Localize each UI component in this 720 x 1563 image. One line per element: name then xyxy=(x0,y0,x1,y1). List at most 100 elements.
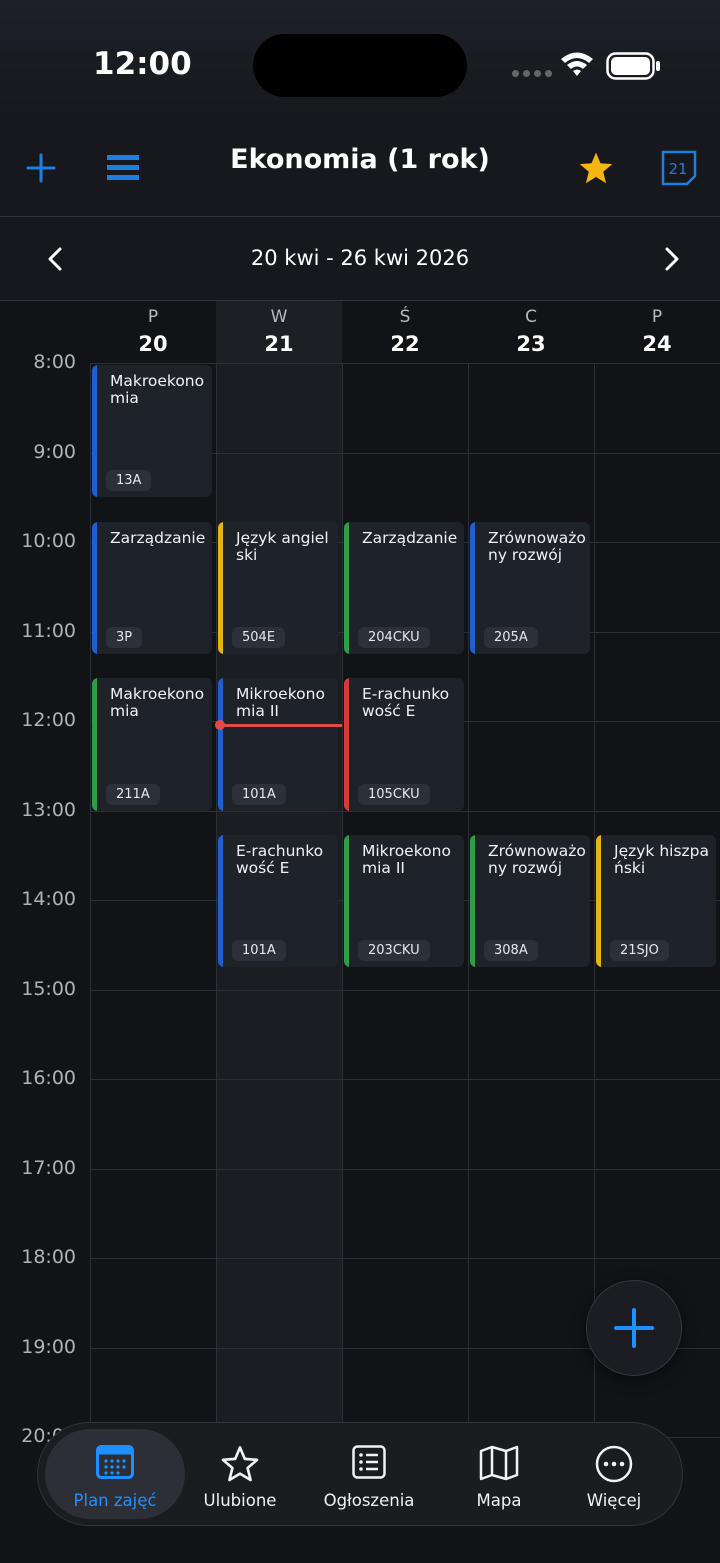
event-name: E-rachunkowość E xyxy=(236,841,324,877)
day-header[interactable]: P 24 xyxy=(594,301,720,363)
list-view-button[interactable] xyxy=(95,140,151,196)
hour-label: 15:00 xyxy=(21,977,76,1000)
day-number: 22 xyxy=(390,332,420,356)
event-name: Zarządzanie xyxy=(110,528,206,547)
class-event[interactable]: Mikroekonomia II 101A xyxy=(218,678,338,811)
class-event[interactable]: Mikroekonomia II 203CKU xyxy=(344,834,464,968)
grid-column-line xyxy=(468,363,469,1423)
event-room-badge: 101A xyxy=(232,940,286,962)
today-button[interactable]: 21 xyxy=(651,140,707,196)
day-header-today[interactable]: W 21 xyxy=(216,301,342,363)
next-week-button[interactable] xyxy=(652,239,692,279)
calendar-today-icon: 21 xyxy=(661,150,697,186)
hour-label: 13:00 xyxy=(21,798,76,821)
grid-hour-line xyxy=(90,363,720,364)
hour-label: 19:00 xyxy=(21,1335,76,1358)
event-name: E-rachunkowość E xyxy=(362,685,450,721)
more-icon xyxy=(595,1445,633,1483)
day-letter: W xyxy=(270,307,288,327)
event-room-badge: 13A xyxy=(106,470,152,492)
wifi-icon xyxy=(561,52,593,76)
hour-label: 9:00 xyxy=(33,440,76,463)
grid-hour-line xyxy=(90,1258,720,1259)
current-time-line xyxy=(221,724,342,728)
add-button[interactable] xyxy=(13,140,69,196)
tab-label: Mapa xyxy=(476,1491,522,1510)
day-letter: P xyxy=(651,307,663,327)
schedule-grid[interactable]: 8:00 9:00 10:00 11:00 12:00 13:00 14:00 15:00 16… xyxy=(0,351,720,1447)
event-room-badge: 205A xyxy=(484,626,538,648)
grid-column-line xyxy=(342,363,343,1423)
event-color-bar xyxy=(92,365,97,498)
day-header[interactable]: C 23 xyxy=(468,301,594,363)
grid-hour-line xyxy=(90,452,720,454)
event-name: Język hiszpański xyxy=(614,841,709,877)
day-letter: P xyxy=(147,307,159,327)
event-room-badge: 203CKU xyxy=(358,940,430,962)
tab-ulubione[interactable]: Ulubione xyxy=(170,1429,310,1519)
tab-label: Więcej xyxy=(586,1491,642,1510)
star-outline-icon xyxy=(221,1446,259,1482)
tab-ogloszenia[interactable]: Ogłoszenia xyxy=(299,1429,439,1519)
plus-icon xyxy=(614,1308,654,1348)
prev-week-button[interactable] xyxy=(35,239,75,279)
event-room-badge: 105CKU xyxy=(358,783,430,805)
hour-label: 8:00 xyxy=(33,351,76,373)
class-event[interactable]: Zarządzanie 3P xyxy=(92,521,212,654)
app-header: Ekonomia (1 rok) 21 xyxy=(0,120,720,217)
class-event[interactable]: Język hiszpański 21SJO xyxy=(596,834,716,968)
page-title: Ekonomia (1 rok) xyxy=(230,144,490,175)
event-room-badge: 21SJO xyxy=(610,940,669,962)
tab-wiecej[interactable]: Więcej xyxy=(544,1429,684,1519)
event-color-bar xyxy=(344,678,349,811)
hour-label: 11:00 xyxy=(21,619,76,642)
list-icon xyxy=(352,1445,386,1479)
event-name: Zrównoważony rozwój xyxy=(488,528,586,564)
tab-label: Plan zajęć xyxy=(73,1491,157,1510)
event-color-bar xyxy=(344,521,349,654)
list-bars-icon xyxy=(107,155,139,180)
add-event-fab[interactable] xyxy=(586,1280,682,1376)
event-name: Makroekonomia xyxy=(110,685,205,721)
event-color-bar xyxy=(470,521,475,654)
star-icon xyxy=(579,152,613,184)
event-room-badge: 3P xyxy=(106,626,143,648)
hour-label: 14:00 xyxy=(21,888,76,910)
event-name: Mikroekonomia II xyxy=(362,841,451,877)
class-event[interactable]: E-rachunkowość E 101A xyxy=(218,834,338,968)
grid-column-line xyxy=(90,363,91,1423)
class-event[interactable]: Język angielski 504E xyxy=(218,521,338,654)
tab-mapa[interactable]: Mapa xyxy=(429,1429,569,1519)
event-name: Zarządzanie xyxy=(362,528,458,547)
hour-label: 16:00 xyxy=(21,1067,76,1089)
event-room-badge: 211A xyxy=(106,783,160,805)
grid-hour-line xyxy=(90,1347,720,1349)
class-event[interactable]: Zarządzanie 204CKU xyxy=(344,521,464,654)
grid-column-line xyxy=(216,363,217,1423)
tab-plan-zajec[interactable]: Plan zajęć xyxy=(45,1429,185,1519)
grid-hour-line xyxy=(90,1168,720,1170)
calendar-icon xyxy=(96,1445,134,1479)
grid-hour-line xyxy=(90,1079,720,1080)
day-header[interactable]: P 20 xyxy=(90,301,216,363)
class-event[interactable]: Zrównoważony rozwój 308A xyxy=(470,834,590,968)
week-navigator: 20 kwi - 26 kwi 2026 xyxy=(0,217,720,301)
day-number: 20 xyxy=(138,332,168,356)
hour-label: 17:00 xyxy=(21,1156,76,1179)
current-time-dot xyxy=(215,720,225,731)
class-event[interactable]: Zrównoważony rozwój 205A xyxy=(470,521,590,654)
class-event[interactable]: Makroekonomia 13A xyxy=(92,365,212,498)
grid-hour-line xyxy=(90,989,720,991)
status-bar: 12:00 xyxy=(0,0,720,120)
chevron-right-icon xyxy=(665,247,679,271)
event-room-badge: 308A xyxy=(484,940,538,962)
chevron-left-icon xyxy=(48,247,62,271)
favorite-button[interactable] xyxy=(568,140,624,196)
event-color-bar xyxy=(92,521,97,654)
class-event[interactable]: E-rachunkowość E 105CKU xyxy=(344,678,464,811)
class-event[interactable]: Makroekonomia 211A xyxy=(92,678,212,811)
day-header[interactable]: Ś 22 xyxy=(342,301,468,363)
signal-icon xyxy=(512,70,552,77)
event-color-bar xyxy=(596,834,601,968)
day-number: 23 xyxy=(516,332,546,356)
